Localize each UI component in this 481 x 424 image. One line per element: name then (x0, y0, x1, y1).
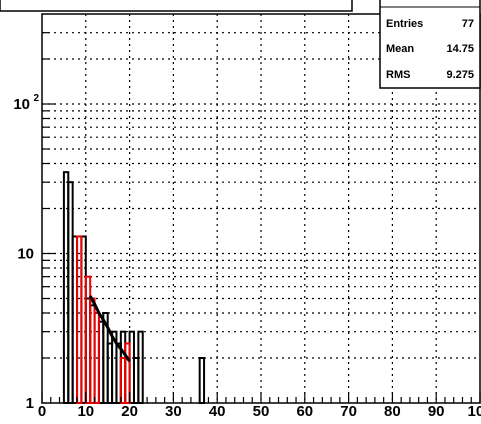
stats-box-frame (379, 0, 481, 89)
histogram-bars (62, 171, 206, 405)
stats-entries-value: 77 (462, 18, 474, 30)
x-tick-label: 50 (253, 403, 270, 419)
histogram-bar (93, 311, 100, 404)
fit-curve (88, 295, 131, 363)
stats-mean-value: 14.75 (446, 43, 474, 55)
fit-line (88, 295, 131, 363)
y-tick-label: 1 (26, 395, 34, 412)
stats-mean-label: Mean (386, 43, 414, 55)
x-tick-label: 40 (209, 403, 226, 419)
x-tick-label: 90 (428, 403, 445, 419)
histogram-bar (124, 342, 131, 404)
x-tick-label: 80 (384, 403, 401, 419)
axis-ticks (41, 32, 481, 403)
x-tick-label: 100 (467, 403, 481, 419)
histogram-bar (137, 330, 144, 405)
y-tick-label: 10 (17, 246, 34, 263)
y-tick-exponent: 2 (33, 93, 39, 104)
x-tick-label: 70 (340, 403, 357, 419)
histogram-bar (76, 235, 83, 404)
x-tick-label: 30 (165, 403, 182, 419)
series-1 (76, 235, 131, 405)
y-tick-label: 10 (13, 96, 30, 113)
x-tick-labels: 0 10 20 30 40 50 60 70 80 90 100 (38, 403, 481, 420)
stats-rms-label: RMS (386, 69, 410, 81)
x-tick-label: 0 (38, 403, 46, 419)
stats-rms-value: 9.275 (446, 69, 474, 81)
stats-entries-label: Entries (386, 18, 423, 30)
title-box (0, 0, 353, 12)
x-tick-label: 20 (121, 403, 138, 419)
x-tick-label: 10 (77, 403, 94, 419)
histogram-bar (198, 356, 206, 405)
stats-box: Entries 77 Mean 14.75 RMS 9.275 (379, 0, 481, 89)
x-tick-label: 60 (296, 403, 313, 419)
